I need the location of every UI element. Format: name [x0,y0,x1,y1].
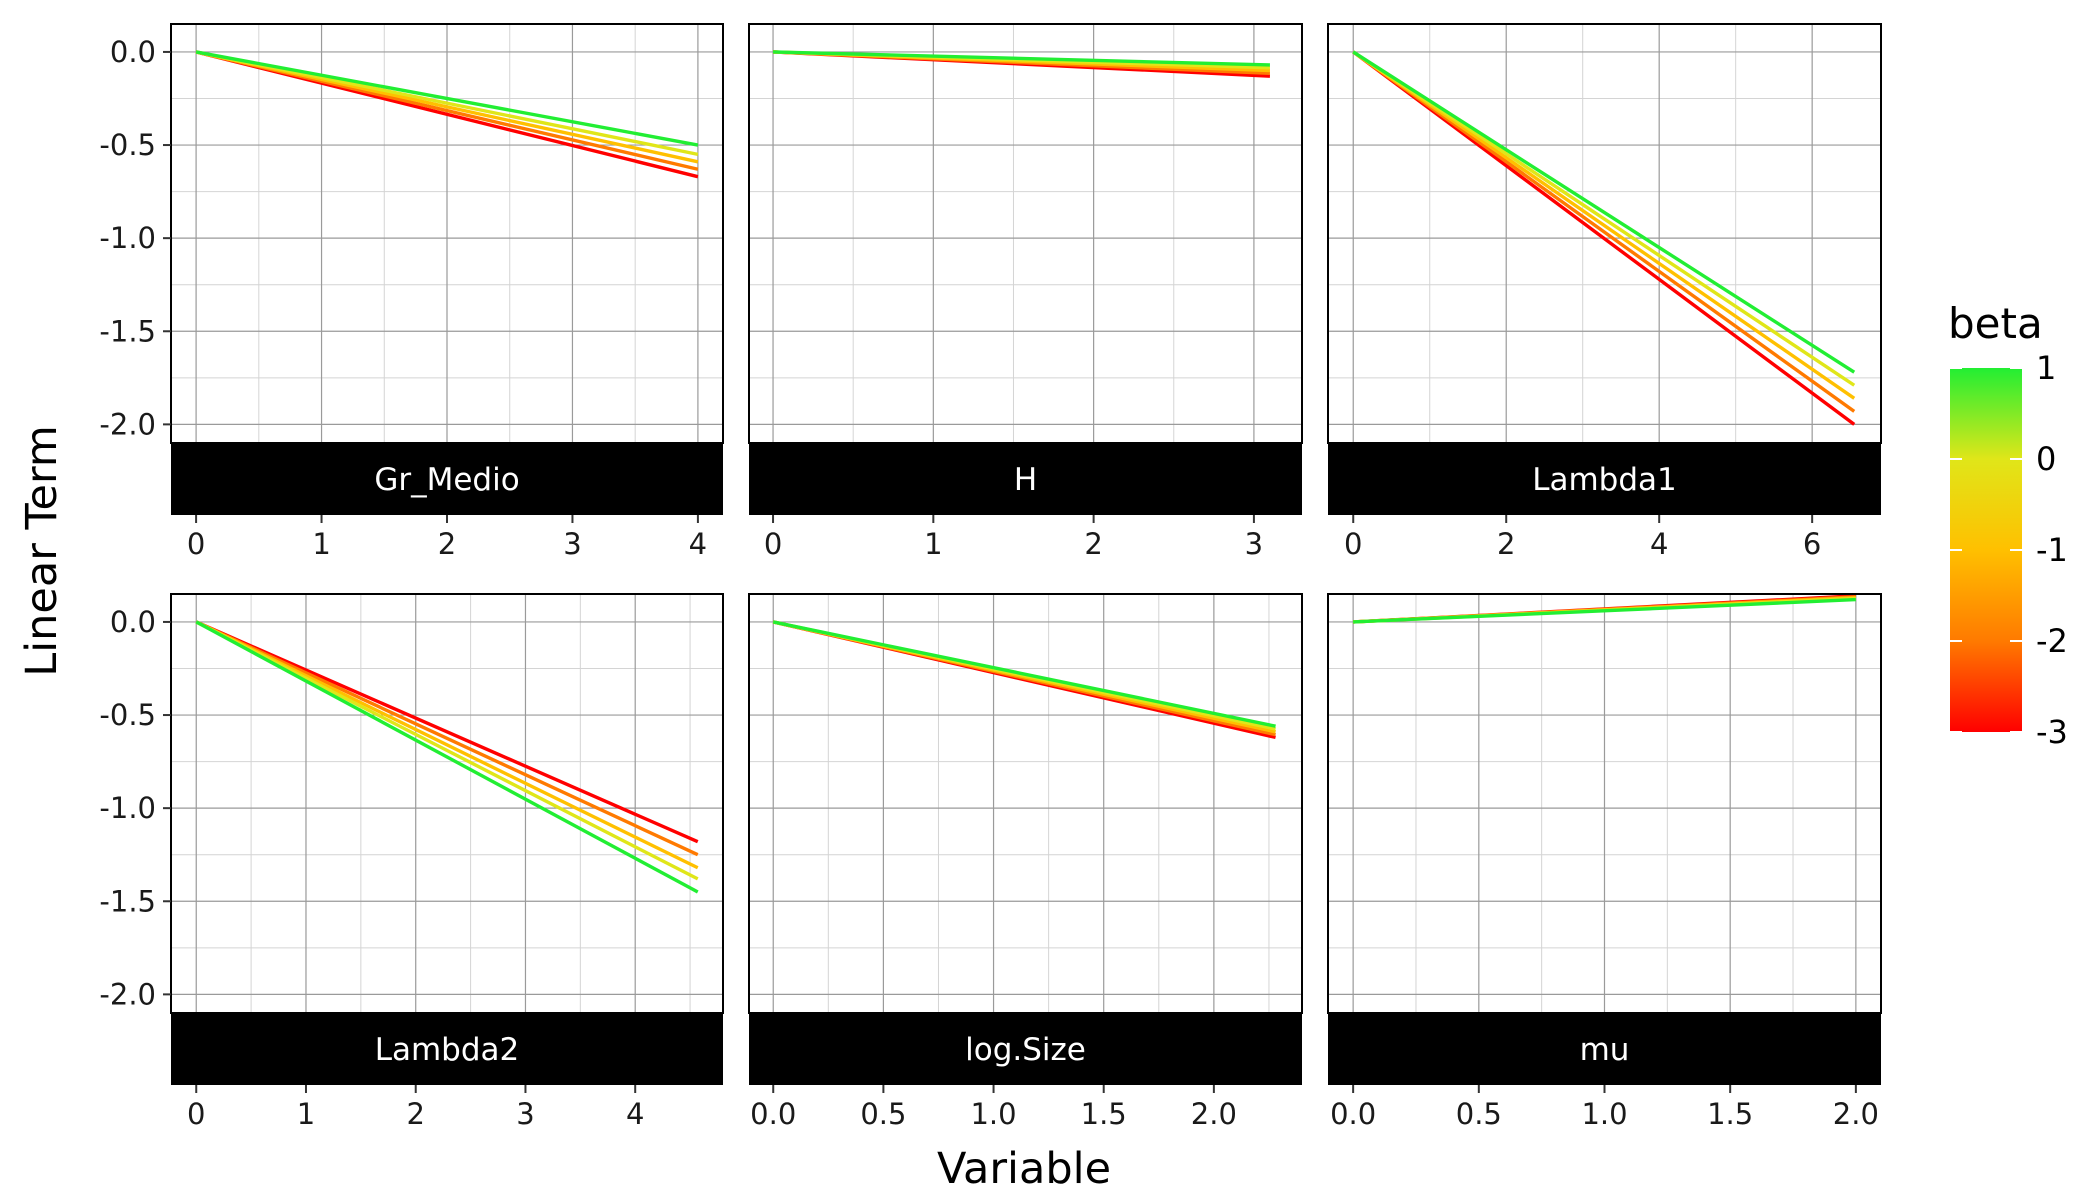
series-line [195,620,699,844]
facet-strip [749,1013,1302,1085]
y-tick-label: -1.0 [99,791,156,825]
facet-strip [171,1013,723,1085]
facet-strip-label: Lambda2 [375,1032,520,1068]
x-tick-label: 6 [1803,527,1821,561]
facet-panel: Lambda1 0 2 4 6 [1327,23,1882,561]
x-tick-label: 0.5 [860,1097,906,1131]
y-tick-label: 0.0 [110,35,156,69]
series-line [195,620,699,857]
x-tick-label: 0 [187,527,205,561]
x-tick-label: 0.5 [1456,1097,1502,1131]
facet-strip-label: H [1014,462,1037,498]
facet-strip-label: log.Size [965,1032,1086,1068]
x-tick-label: 0 [187,1097,205,1131]
facet-strip [171,443,723,515]
color-legend: beta 1 0 -1 -2 -3 [1948,299,2068,751]
x-tick-label: 0.0 [750,1097,796,1131]
legend-tick-label: -2 [2036,622,2068,660]
x-tick-label: 1.5 [1707,1097,1753,1131]
series-line [1352,50,1856,374]
legend-tick-label: 1 [2036,349,2056,387]
y-tick-label: -2.0 [99,977,156,1011]
series-line [1353,597,1856,624]
facet-strip [749,443,1302,515]
legend-tick-label: 0 [2036,440,2056,478]
facet-panel: mu 0.0 0.5 1.0 1.5 2.0 [1327,593,1882,1131]
series-line [195,620,699,881]
series-line [1352,50,1856,426]
series-line [1352,50,1856,387]
x-tick-label: 0.0 [1330,1097,1376,1131]
facet-strip-label: mu [1580,1032,1630,1068]
y-tick-label: -1.0 [99,221,156,255]
x-tick-label: 2 [438,527,456,561]
y-tick-label: -0.5 [99,128,156,162]
series-line [1352,50,1856,413]
facet-strip-label: Gr_Medio [374,462,519,498]
facet-panel: Gr_Medio 0 1 2 3 4 0.0 -0.5 -1.0 -1.5 -2.0 [99,23,724,561]
x-tick-label: 1.0 [970,1097,1016,1131]
x-tick-label: 2 [1084,527,1102,561]
facet-panel: Lambda2 0 1 2 3 4 0.0 -0.5 -1.0 -1.5 -2.0 [99,593,724,1131]
x-tick-label: 4 [689,527,707,561]
legend-title: beta [1948,299,2043,348]
y-tick-label: -0.5 [99,698,156,732]
legend-tick-label: -1 [2036,531,2068,569]
x-tick-label: 2.0 [1833,1097,1879,1131]
x-tick-label: 3 [516,1097,534,1131]
facet-strip-label: Lambda1 [1532,462,1677,498]
y-axis-title: Linear Term [17,425,67,677]
y-tick-label: -2.0 [99,407,156,441]
y-tick-label: -1.5 [99,884,156,918]
series-line [1352,50,1856,400]
x-tick-label: 0 [764,527,782,561]
x-tick-label: 2 [1497,527,1515,561]
series-line [772,50,1270,67]
facet-panel: log.Size 0.0 0.5 1.0 1.5 2.0 [748,593,1303,1131]
legend-ticks: 1 0 -1 -2 -3 [1950,349,2068,751]
x-tick-label: 1.0 [1581,1097,1627,1131]
legend-tick-label: -3 [2036,713,2068,751]
x-tick-label: 0 [1344,527,1362,561]
series-line [772,620,1276,728]
y-tick-label: 0.0 [110,605,156,639]
x-tick-label: 1 [312,527,330,561]
facet-strip [1328,1013,1881,1085]
x-tick-label: 2 [406,1097,424,1131]
panel-border [170,593,724,1014]
facet-strip [1328,443,1881,515]
x-tick-label: 4 [1650,527,1668,561]
x-tick-label: 4 [626,1097,644,1131]
panel-border [748,23,1303,444]
x-tick-label: 1 [924,527,942,561]
x-tick-label: 1.5 [1081,1097,1127,1131]
y-tick-label: -1.5 [99,314,156,348]
series-line [195,620,699,894]
x-tick-label: 3 [1245,527,1263,561]
series-line [195,50,699,147]
facet-panel: H 0 1 2 3 [748,23,1303,561]
panel-border [748,593,1303,1014]
x-tick-label: 1 [297,1097,315,1131]
x-axis-title: Variable [937,1144,1111,1194]
x-tick-label: 2.0 [1191,1097,1237,1131]
x-tick-label: 3 [563,527,581,561]
